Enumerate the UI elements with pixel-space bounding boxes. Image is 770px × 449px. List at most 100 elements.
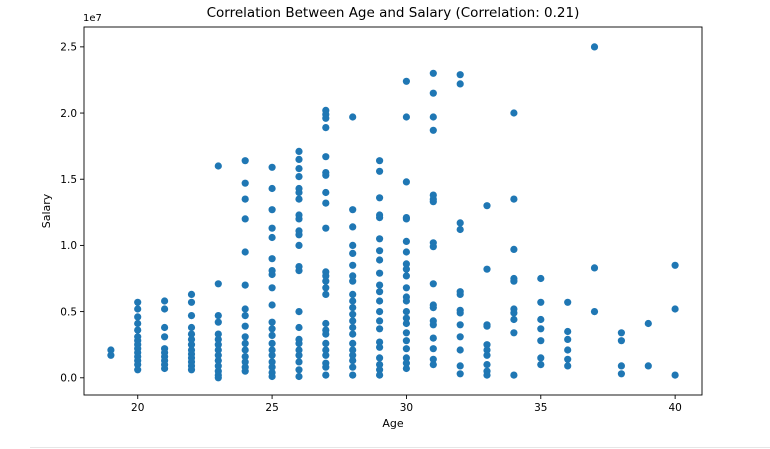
data-point bbox=[510, 277, 518, 285]
data-point bbox=[483, 322, 491, 330]
chart-title: Correlation Between Age and Salary (Corr… bbox=[207, 5, 580, 21]
data-point bbox=[456, 362, 464, 370]
data-point bbox=[268, 325, 276, 333]
data-point bbox=[349, 241, 357, 249]
data-point bbox=[402, 329, 410, 337]
data-point bbox=[268, 284, 276, 292]
data-point bbox=[402, 359, 410, 367]
data-point bbox=[376, 235, 384, 243]
data-point bbox=[268, 331, 276, 339]
data-point bbox=[429, 198, 437, 206]
data-point bbox=[214, 335, 222, 343]
data-point bbox=[214, 280, 222, 288]
data-point bbox=[402, 237, 410, 245]
data-point bbox=[402, 248, 410, 256]
data-point bbox=[295, 372, 303, 381]
data-point bbox=[376, 167, 384, 175]
data-point bbox=[456, 225, 464, 234]
data-point bbox=[483, 346, 491, 354]
data-point bbox=[134, 361, 142, 369]
data-point bbox=[241, 339, 249, 347]
data-point bbox=[268, 372, 276, 381]
data-point bbox=[295, 366, 303, 374]
data-point bbox=[537, 325, 545, 333]
data-point bbox=[241, 215, 249, 223]
y-tick-label: 0.5 bbox=[60, 306, 77, 318]
data-point bbox=[376, 247, 384, 255]
data-point bbox=[456, 321, 464, 329]
data-point bbox=[214, 330, 222, 338]
data-point bbox=[322, 199, 330, 207]
data-point bbox=[537, 315, 545, 324]
data-point bbox=[161, 305, 169, 313]
data-point bbox=[349, 277, 357, 285]
data-point bbox=[376, 157, 384, 165]
data-point bbox=[402, 337, 410, 345]
data-point bbox=[295, 308, 303, 316]
data-point bbox=[349, 304, 357, 312]
data-point bbox=[268, 233, 276, 242]
data-point bbox=[349, 339, 357, 347]
data-point bbox=[161, 323, 169, 332]
data-point bbox=[322, 114, 330, 122]
data-point bbox=[241, 157, 249, 165]
data-point bbox=[187, 290, 196, 298]
data-point bbox=[376, 361, 384, 369]
data-point bbox=[402, 265, 410, 273]
data-point bbox=[268, 363, 276, 371]
data-point bbox=[349, 206, 357, 214]
data-point bbox=[376, 317, 384, 325]
data-point bbox=[295, 188, 303, 197]
data-point bbox=[349, 363, 357, 371]
x-tick-label: 25 bbox=[265, 402, 278, 414]
data-point bbox=[617, 362, 626, 370]
data-point bbox=[671, 371, 679, 379]
data-point bbox=[429, 334, 437, 342]
data-point bbox=[134, 366, 142, 374]
data-point bbox=[349, 249, 357, 257]
data-point bbox=[349, 223, 357, 231]
data-point bbox=[187, 335, 196, 343]
y-tick-label: 2.0 bbox=[60, 108, 77, 120]
data-point bbox=[268, 255, 276, 263]
data-point bbox=[402, 308, 410, 316]
data-point bbox=[376, 338, 384, 346]
data-point bbox=[349, 317, 357, 325]
data-point bbox=[376, 288, 384, 296]
data-point bbox=[564, 298, 572, 306]
data-point bbox=[456, 290, 464, 298]
data-point bbox=[322, 346, 330, 354]
data-point bbox=[402, 364, 410, 373]
data-point bbox=[402, 345, 410, 353]
data-point bbox=[429, 321, 437, 329]
data-point bbox=[564, 335, 572, 343]
data-point bbox=[268, 339, 276, 347]
data-point bbox=[322, 319, 330, 328]
x-tick-label: 20 bbox=[131, 402, 144, 414]
data-point bbox=[429, 345, 437, 353]
data-point bbox=[402, 272, 410, 280]
data-point bbox=[376, 297, 384, 305]
data-point bbox=[429, 69, 437, 77]
data-point bbox=[214, 362, 222, 370]
data-point bbox=[322, 290, 330, 298]
data-point bbox=[456, 309, 464, 317]
data-point bbox=[429, 355, 437, 363]
data-point bbox=[295, 147, 303, 155]
data-point bbox=[510, 329, 518, 337]
data-point bbox=[322, 351, 330, 359]
data-point bbox=[537, 274, 545, 283]
data-point bbox=[429, 280, 437, 288]
data-point bbox=[429, 89, 437, 97]
data-point bbox=[456, 80, 464, 88]
data-point bbox=[483, 341, 491, 349]
data-point bbox=[268, 270, 276, 279]
data-point bbox=[295, 323, 303, 332]
data-point bbox=[322, 188, 330, 197]
data-point bbox=[187, 298, 196, 306]
data-point bbox=[241, 281, 249, 289]
x-tick-label: 30 bbox=[400, 402, 413, 414]
data-point bbox=[241, 367, 249, 375]
data-point bbox=[510, 309, 518, 317]
y-axis-label: Salary bbox=[40, 193, 53, 228]
